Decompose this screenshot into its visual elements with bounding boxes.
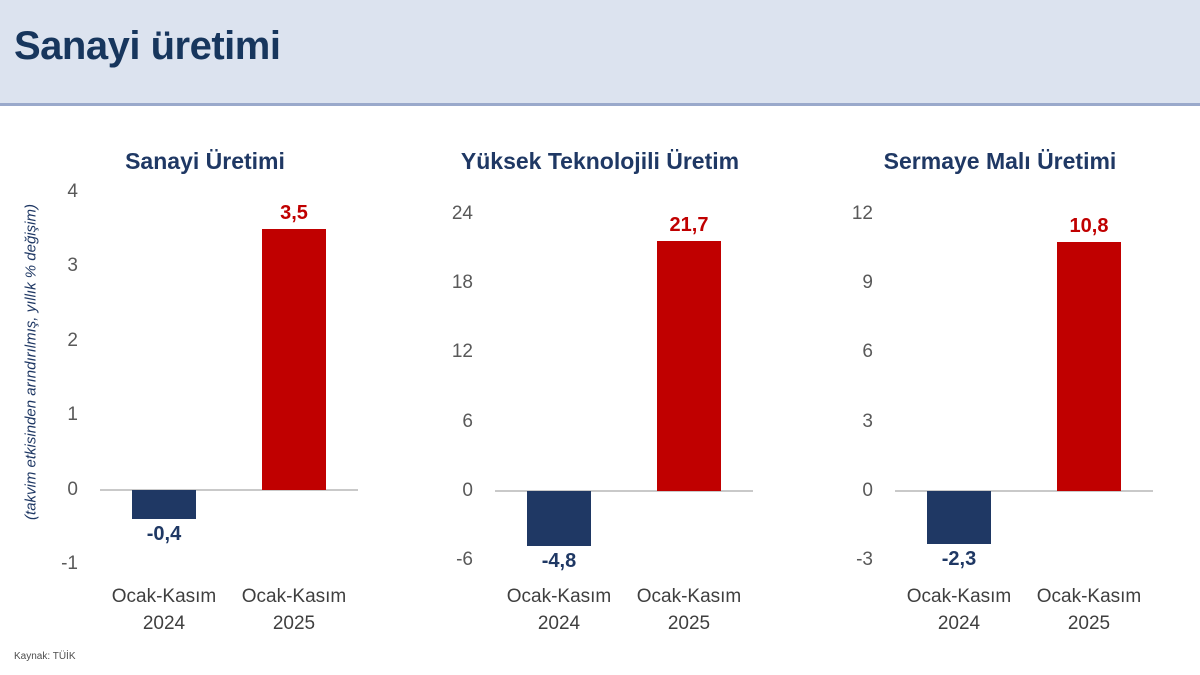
y-tick: 3 xyxy=(67,255,78,277)
category-label-2024: Ocak-Kasım 2024 xyxy=(111,586,217,634)
bar-value-label-2025: 10,8 xyxy=(1069,214,1109,237)
header-band: Sanayi üretimi xyxy=(0,0,1200,106)
plot-area: -2,3 10,8 xyxy=(895,214,1153,570)
y-tick: 0 xyxy=(67,478,78,500)
category-label-2025: Ocak-Kasım 2025 xyxy=(241,586,347,634)
bar-value-label-2025: 3,5 xyxy=(280,202,308,225)
category-label-2025: Ocak-Kasım 2025 xyxy=(636,586,742,634)
bar-2024 xyxy=(527,490,591,547)
y-tick: 2 xyxy=(67,329,78,351)
plot-area: -4,8 21,7 xyxy=(495,213,753,572)
bar-value-label-2025: 21,7 xyxy=(669,213,709,236)
bar-2024 xyxy=(132,489,196,520)
y-tick: 9 xyxy=(862,272,873,294)
bar-2025 xyxy=(657,240,721,491)
zero-axis-line xyxy=(100,488,358,491)
category-label-2025: Ocak-Kasım 2025 xyxy=(1036,586,1142,634)
chart-sanayi-uretimi: Sanayi Üretimi 4 3 2 1 0 -1 -0,4 3,5 Oca… xyxy=(40,140,370,660)
y-tick: -3 xyxy=(856,549,873,570)
category-label-2024: Ocak-Kasım 2024 xyxy=(506,586,612,634)
y-tick: 12 xyxy=(451,341,473,363)
page-title: Sanayi üretimi xyxy=(14,24,281,68)
bar-value-label-2024: -0,4 xyxy=(146,523,182,546)
bar-2024 xyxy=(927,490,991,544)
y-tick: 1 xyxy=(67,404,78,426)
y-tick: 24 xyxy=(451,203,473,224)
chart-title: Sermaye Malı Üretimi xyxy=(883,148,1117,174)
zero-axis-line xyxy=(495,489,753,492)
plot-area: -0,4 3,5 xyxy=(100,192,358,564)
bar-value-label-2024: -4,8 xyxy=(541,550,577,573)
y-tick: 18 xyxy=(451,272,473,294)
zero-axis-line xyxy=(895,489,1153,492)
chart-yuksek-teknolojili-uretim: Yüksek Teknolojili Üretim 24 18 12 6 0 -… xyxy=(435,140,765,660)
bar-value-label-2024: -2,3 xyxy=(941,547,977,570)
y-tick: 12 xyxy=(851,203,873,224)
y-tick: 3 xyxy=(862,410,873,432)
bar-2025 xyxy=(262,229,326,490)
chart-title: Yüksek Teknolojili Üretim xyxy=(460,148,740,174)
y-tick: -6 xyxy=(456,549,473,570)
source-note: Kaynak: TÜİK xyxy=(14,651,76,662)
category-label-2024: Ocak-Kasım 2024 xyxy=(906,586,1012,634)
y-tick: 0 xyxy=(862,479,873,501)
y-tick: 0 xyxy=(462,479,473,501)
y-tick: 6 xyxy=(462,410,473,432)
bar-2025 xyxy=(1057,241,1121,491)
y-tick: 4 xyxy=(67,181,78,202)
y-axis-note: (takvim etkisinden arındırılmış, yıllık … xyxy=(22,204,40,520)
chart-title: Sanayi Üretimi xyxy=(125,148,285,174)
y-tick: -1 xyxy=(61,553,78,574)
chart-sermaye-mali-uretimi: Sermaye Malı Üretimi 12 9 6 3 0 -3 -2,3 … xyxy=(835,140,1165,660)
y-tick: 6 xyxy=(862,341,873,363)
